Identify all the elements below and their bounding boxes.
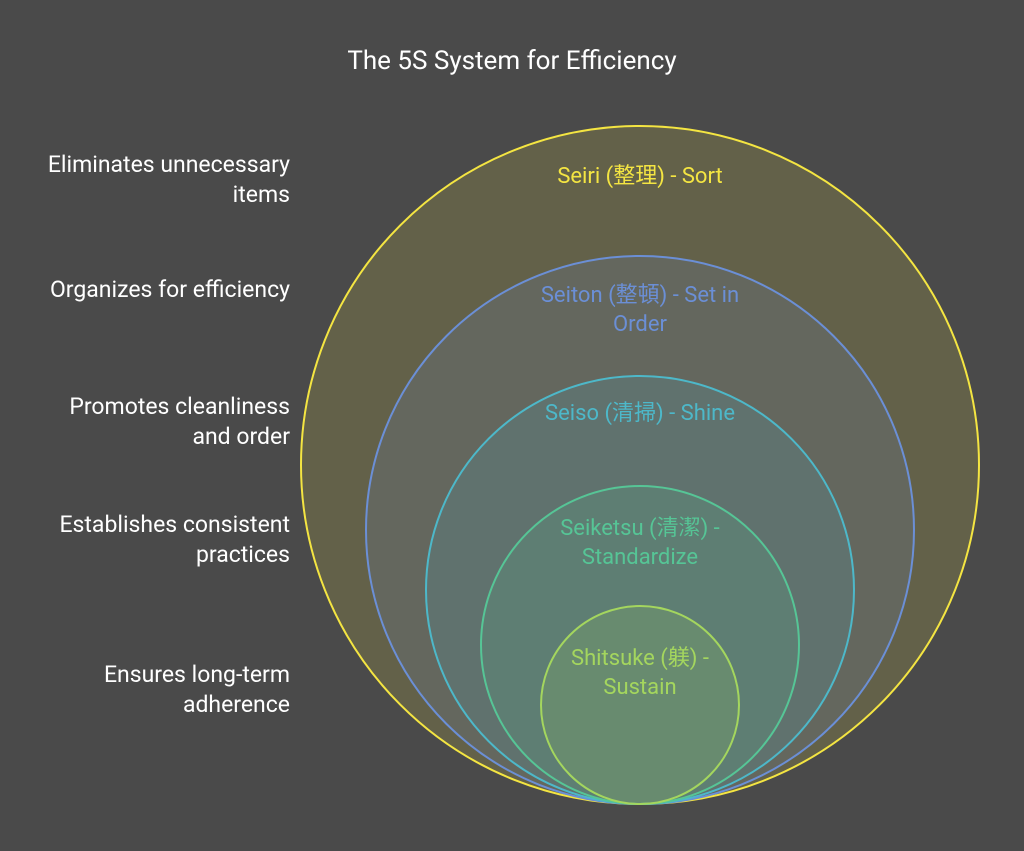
side-label-seiketsu: Establishes consistent practices xyxy=(30,510,290,570)
ring-label-seiso: Seiso (清掃) - Shine xyxy=(540,400,740,429)
ring-label-seiton: Seiton (整頓) - Set in Order xyxy=(540,282,740,339)
side-label-seiri: Eliminates unnecessary items xyxy=(30,150,290,210)
side-label-seiton: Organizes for efficiency xyxy=(30,275,290,305)
diagram-title: The 5S System for Efficiency xyxy=(0,46,1024,76)
ring-shitsuke xyxy=(540,605,740,805)
side-label-shitsuke: Ensures long-term adherence xyxy=(30,660,290,720)
diagram-canvas: The 5S System for Efficiency Seiri (整理) … xyxy=(0,0,1024,851)
ring-label-seiri: Seiri (整理) - Sort xyxy=(540,163,740,192)
ring-label-shitsuke: Shitsuke (躾) - Sustain xyxy=(540,645,740,702)
ring-label-seiketsu: Seiketsu (清潔) - Standardize xyxy=(540,515,740,572)
side-label-seiso: Promotes cleanliness and order xyxy=(30,392,290,452)
